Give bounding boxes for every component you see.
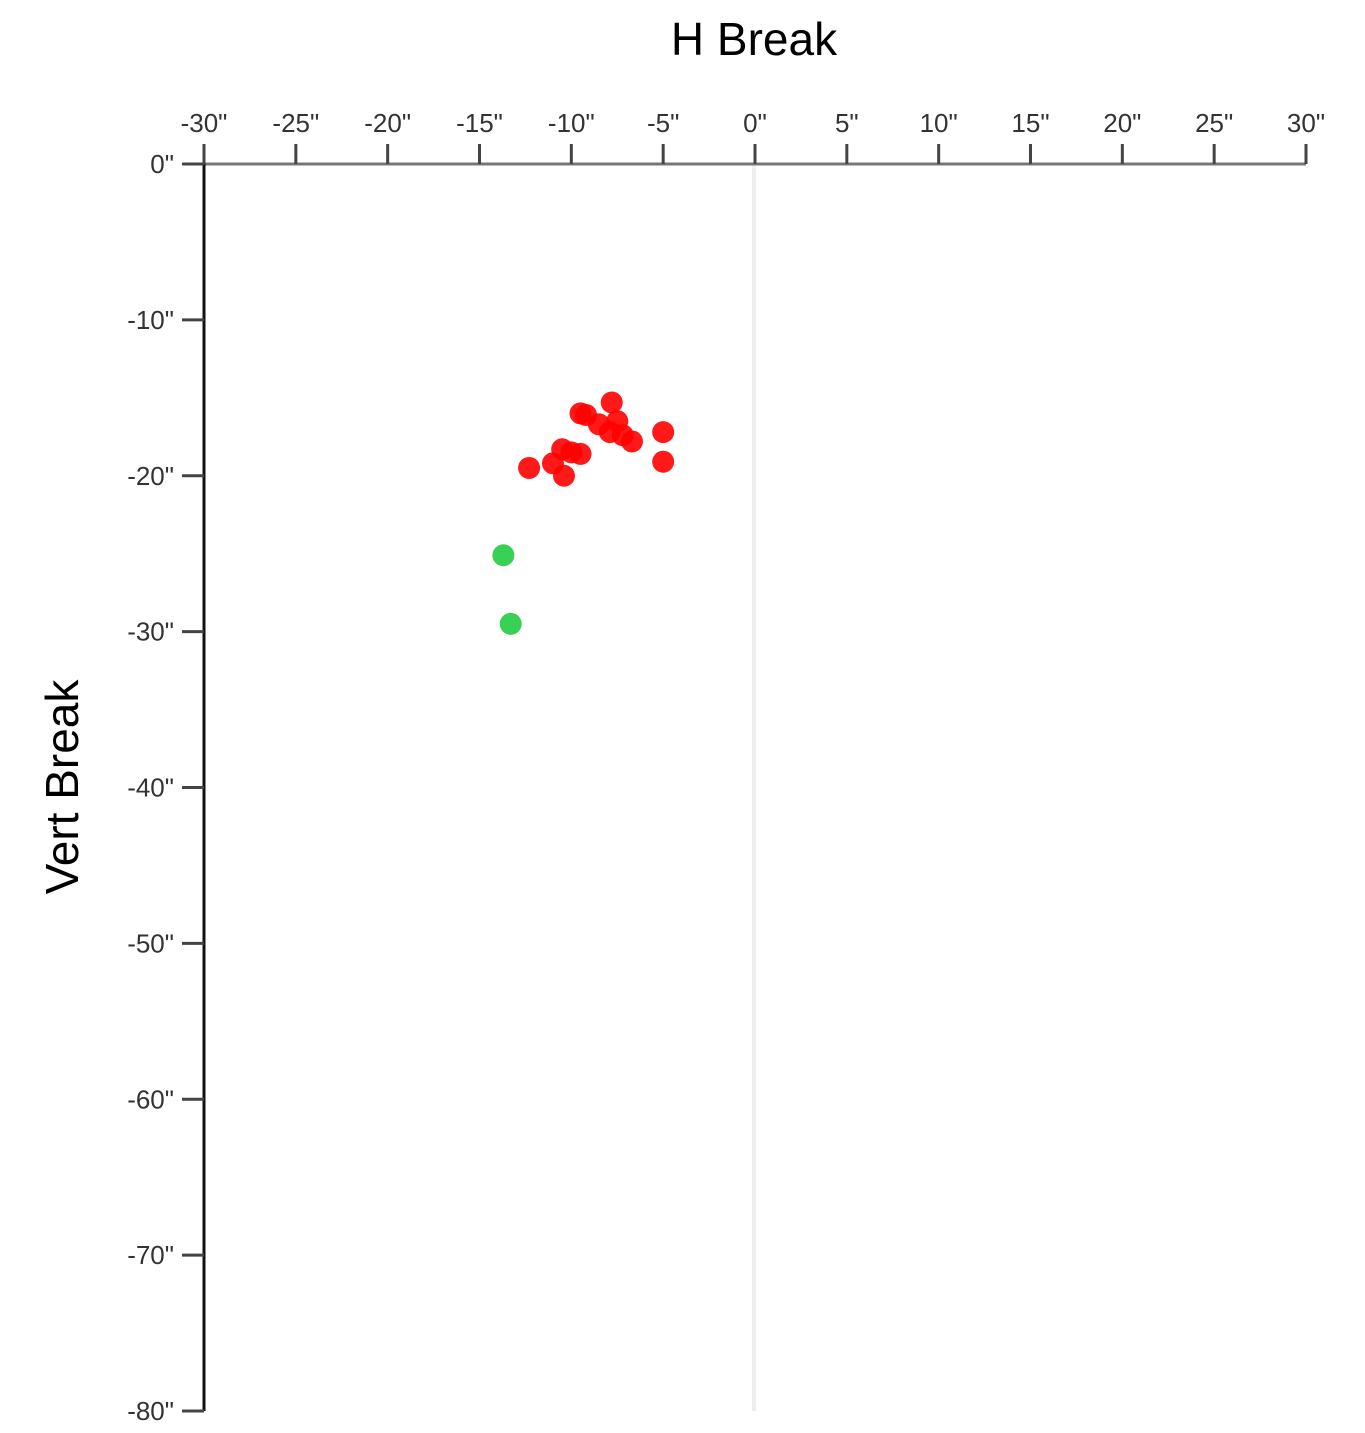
data-point	[652, 450, 675, 473]
x-tick-label: -25"	[272, 108, 319, 138]
x-tick-label: -15"	[456, 108, 503, 138]
y-axis: 0" -10" -20" -30" -40" -50" -60" -70" -80"	[127, 149, 206, 1426]
x-axis-title: H Break	[671, 13, 838, 65]
y-tick-label: 0"	[150, 149, 174, 179]
x-tick-label: 20"	[1103, 108, 1141, 138]
y-tick-label: -50"	[127, 928, 174, 958]
data-point	[620, 430, 643, 453]
y-tick-label: -10"	[127, 305, 174, 335]
y-tick-label: -40"	[127, 773, 174, 803]
y-axis-title: Vert Break	[36, 679, 88, 895]
data-point	[652, 421, 675, 444]
x-axis: -30" -25" -20" -15" -10" -5" 0" 5" 10" 15" 20" 25" 3…	[181, 108, 1325, 166]
x-tick-label: 15"	[1011, 108, 1049, 138]
data-points	[492, 391, 675, 635]
x-tick-label: -5"	[647, 108, 679, 138]
data-point	[492, 544, 515, 567]
x-tick-label: -20"	[364, 108, 411, 138]
data-point	[569, 442, 592, 465]
x-tick-label: -30"	[181, 108, 228, 138]
x-tick-label: -10"	[548, 108, 595, 138]
y-tick-label: -20"	[127, 461, 174, 491]
y-tick-label: -80"	[127, 1396, 174, 1426]
y-tick-label: -60"	[127, 1084, 174, 1114]
x-tick-label: 10"	[920, 108, 958, 138]
data-point	[552, 464, 575, 487]
data-point	[600, 391, 623, 414]
y-tick-label: -70"	[127, 1240, 174, 1270]
x-tick-label: 0"	[743, 108, 767, 138]
x-tick-label: 25"	[1195, 108, 1233, 138]
x-tick-label: 5"	[835, 108, 859, 138]
data-point	[518, 456, 541, 479]
y-tick-label: -30"	[127, 617, 174, 647]
data-point	[499, 612, 522, 635]
x-tick-label: 30"	[1287, 108, 1325, 138]
